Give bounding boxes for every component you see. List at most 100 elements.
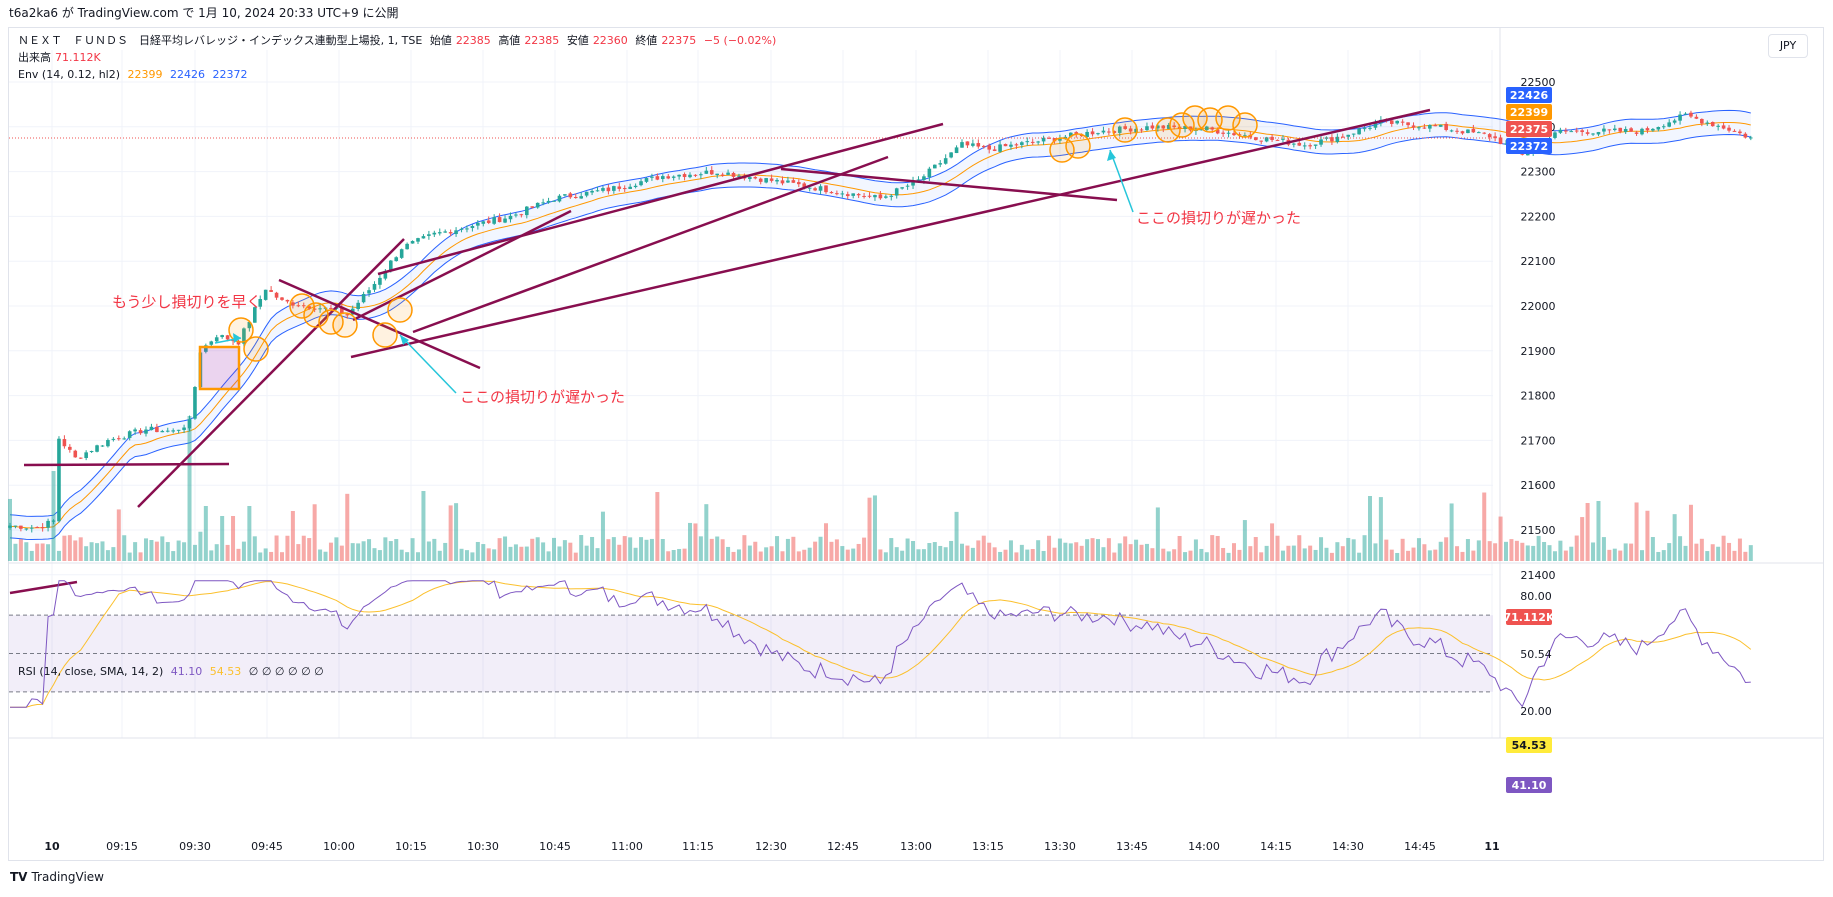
candle-body	[89, 451, 94, 453]
volume-bar	[1748, 545, 1753, 561]
volume-bar	[464, 550, 469, 561]
candle-body	[1215, 129, 1220, 134]
candle-body	[24, 528, 29, 530]
candle-body	[1090, 131, 1095, 135]
candle-body	[253, 307, 257, 323]
candle-body	[802, 183, 807, 188]
candle-body	[1205, 126, 1209, 131]
volume-bar	[1128, 544, 1133, 561]
volume-bar	[960, 543, 964, 561]
candle-body	[1357, 128, 1361, 135]
candle-body	[1574, 130, 1579, 132]
volume-bar	[1601, 537, 1606, 561]
currency-button[interactable]: JPY	[1768, 34, 1808, 58]
candle-body	[1433, 125, 1438, 127]
trendline	[780, 167, 1118, 202]
volume-bar	[508, 546, 513, 561]
volume-bar	[1536, 535, 1541, 561]
volume-bar	[171, 551, 176, 561]
volume-bar	[1193, 539, 1198, 561]
volume-bar	[492, 549, 497, 561]
volume-bar	[1319, 537, 1324, 561]
volume-bar	[459, 548, 464, 561]
volume-bar	[165, 542, 170, 561]
volume-bar	[1215, 535, 1220, 561]
candle-body	[780, 180, 785, 184]
candle-body	[176, 429, 181, 431]
candle-body	[1226, 132, 1231, 134]
legend-envelope: Env (14, 0.12, hl2) 22399 22426 22372	[18, 68, 248, 81]
volume-bar	[51, 471, 56, 561]
time-tick-label: 11:00	[611, 840, 643, 853]
volume-bar	[1427, 550, 1432, 561]
candle-body	[552, 200, 556, 202]
symbol-name: ＮＥＸＴ ＦＵＮＤＳ 日経平均レバレッジ・インデックス連動型上場投, 1, TS…	[18, 34, 423, 47]
volume-bar	[1362, 535, 1367, 561]
volume-bar	[475, 541, 480, 561]
volume-bar	[1699, 538, 1704, 561]
candle-body	[73, 450, 78, 458]
candle-body	[416, 238, 420, 242]
volume-bar	[677, 548, 682, 561]
candle-body	[1710, 122, 1715, 127]
candle-body	[84, 452, 88, 458]
candle-body	[497, 217, 502, 223]
volume-bar	[448, 505, 453, 561]
volume-bar	[328, 542, 333, 561]
candle-body	[1471, 128, 1476, 133]
candle-body	[1335, 136, 1340, 143]
volume-bar	[1166, 551, 1171, 561]
rsi-line	[10, 580, 1751, 708]
volume-bar	[579, 535, 584, 561]
candle-body	[8, 525, 12, 528]
candle-body	[976, 143, 981, 147]
time-tick-label: 10	[44, 840, 60, 853]
volume-tag-bg	[1506, 609, 1552, 625]
candle-body	[617, 186, 622, 189]
time-tick-label: 09:30	[179, 840, 211, 853]
last-price-tag: 22375	[1510, 123, 1548, 136]
candle-body	[258, 299, 263, 307]
volume-bar	[1047, 535, 1052, 561]
volume-bar	[1324, 547, 1329, 561]
candle-body	[1683, 113, 1688, 115]
candle-body	[193, 386, 197, 419]
rsi-tick-label: 50.54	[1520, 648, 1552, 661]
volume-tag: 71.112K	[1504, 611, 1555, 624]
candle-body	[1030, 141, 1035, 143]
volume-bar	[1471, 550, 1476, 561]
last-price-tag-bg	[1506, 121, 1552, 137]
volume-bar	[116, 509, 121, 561]
volume-bar	[949, 540, 954, 561]
volume-bar	[1237, 549, 1242, 561]
candle-body	[111, 438, 116, 440]
volume-bar	[1177, 535, 1182, 561]
volume-bar	[394, 539, 399, 561]
volume-bar	[1329, 552, 1334, 561]
candle-body	[1003, 143, 1008, 147]
volume-bar	[845, 549, 850, 561]
footer-brand[interactable]: TV TradingView	[10, 870, 104, 884]
volume-bar	[1226, 552, 1231, 561]
volume-bar	[241, 541, 246, 561]
volume-bar	[138, 552, 143, 561]
trendline	[23, 462, 230, 467]
volume-bar	[883, 552, 888, 561]
volume-bar	[862, 537, 867, 561]
volume-bar	[1705, 551, 1710, 561]
volume-bar	[1003, 549, 1008, 561]
volume-bar	[1297, 535, 1302, 561]
candle-body	[165, 430, 170, 432]
volume-bar	[1444, 537, 1449, 561]
volume-bar	[111, 547, 116, 561]
volume-bar	[851, 548, 856, 561]
candle-body	[1232, 133, 1236, 136]
env-lower-tag-bg	[1506, 138, 1552, 154]
volume-bar	[258, 552, 263, 561]
volume-bar	[89, 542, 94, 561]
candle-body	[535, 202, 540, 208]
low-value: 22360	[592, 34, 628, 47]
volume-bar	[1465, 539, 1470, 561]
candle-body	[666, 176, 671, 179]
